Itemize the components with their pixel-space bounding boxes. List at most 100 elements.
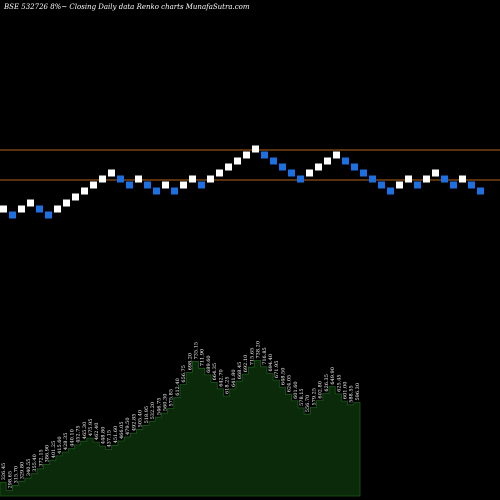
volume-label-52: 602.80 <box>318 381 324 399</box>
renko-brick-19 <box>162 181 169 189</box>
volume-label-47: 624.05 <box>287 375 293 393</box>
renko-brick-48 <box>423 175 430 183</box>
volume-label-26: 546.75 <box>156 398 162 416</box>
volume-label-32: 735.15 <box>194 342 200 360</box>
volume-area <box>0 360 361 497</box>
renko-brick-33 <box>288 169 295 177</box>
volume-label-24: 518.95 <box>144 406 150 424</box>
renko-brick-16 <box>135 175 142 183</box>
renko-brick-14 <box>117 175 124 183</box>
volume-label-54: 649.90 <box>330 367 336 385</box>
volume-label-3: 315.70 <box>14 466 20 484</box>
renko-brick-24 <box>207 175 214 183</box>
renko-brick-45 <box>396 181 403 189</box>
volume-label-39: 668.45 <box>237 362 243 380</box>
renko-brick-9 <box>72 193 79 201</box>
volume-label-14: 465.30 <box>82 422 88 440</box>
volume-label-41: 715.65 <box>249 348 255 366</box>
renko-brick-2 <box>9 211 16 219</box>
renko-brick-23 <box>198 181 205 189</box>
volume-labels: 326.45 298.65 315.70 329.80 340.55 355.40 372.… <box>1 341 361 489</box>
renko-brick-42 <box>369 175 376 183</box>
renko-brick-1 <box>0 205 7 213</box>
renko-brick-43 <box>378 181 385 189</box>
renko-brick-17 <box>144 181 151 189</box>
volume-label-49: 578.15 <box>299 388 305 406</box>
volume-label-10: 415.60 <box>57 436 63 454</box>
renko-brick-54 <box>477 187 484 195</box>
renko-brick-22 <box>189 175 196 183</box>
volume-label-12: 440.10 <box>69 429 75 447</box>
volume-label-36: 642.70 <box>218 369 224 387</box>
renko-brick-21 <box>180 181 187 189</box>
volume-label-20: 466.05 <box>119 422 125 440</box>
renko-brick-31 <box>270 157 277 165</box>
renko-brick-37 <box>324 157 331 165</box>
volume-label-56: 601.00 <box>343 382 349 400</box>
volume-label-55: 625.45 <box>336 374 342 392</box>
renko-brick-30 <box>261 151 268 159</box>
volume-label-16: 462.40 <box>94 423 100 441</box>
volume-label-27: 560.30 <box>163 394 169 412</box>
renko-brick-28 <box>243 151 250 159</box>
volume-label-13: 452.75 <box>76 425 82 443</box>
volume-label-46: 648.50 <box>280 368 286 386</box>
renko-brick-7 <box>54 205 61 213</box>
chart-title: BSE 532726 8%~ Closing Daily data Renko … <box>3 3 250 11</box>
volume-label-37: 618.25 <box>225 377 231 395</box>
renko-brick-5 <box>36 205 43 213</box>
volume-label-38: 641.80 <box>231 370 237 388</box>
renko-brick-27 <box>234 157 241 165</box>
volume-label-11: 428.35 <box>63 433 69 451</box>
volume-label-48: 601.60 <box>293 381 299 399</box>
volume-label-57: 588.55 <box>349 385 355 403</box>
renko-brick-11 <box>90 181 97 189</box>
volume-label-7: 372.15 <box>38 449 44 467</box>
volume-label-35: 664.35 <box>212 363 218 381</box>
renko-bricks <box>0 145 484 219</box>
renko-brick-3 <box>18 205 25 213</box>
volume-label-29: 612.40 <box>175 378 181 396</box>
volume-label-2: 298.65 <box>7 471 13 489</box>
renko-brick-13 <box>108 169 115 177</box>
renko-brick-38 <box>333 151 340 159</box>
volume-label-40: 692.10 <box>243 355 249 373</box>
volume-label-15: 475.95 <box>88 419 94 437</box>
renko-brick-36 <box>315 163 322 171</box>
reference-lines <box>0 149 500 181</box>
renko-brick-53 <box>468 181 475 189</box>
renko-brick-34 <box>297 175 304 183</box>
volume-label-21: 479.50 <box>125 418 131 436</box>
volume-label-8: 386.90 <box>45 445 51 463</box>
volume-label-1: 326.45 <box>1 463 7 481</box>
volume-label-44: 694.40 <box>268 354 274 372</box>
volume-label-9: 401.25 <box>51 441 57 459</box>
volume-profile <box>0 360 361 497</box>
renko-brick-12 <box>99 175 106 183</box>
renko-brick-6 <box>45 211 52 219</box>
renko-brick-25 <box>216 169 223 177</box>
volume-label-4: 329.80 <box>20 462 26 480</box>
renko-brick-41 <box>360 169 367 177</box>
volume-label-45: 671.95 <box>274 361 280 379</box>
volume-label-17: 448.80 <box>100 427 106 445</box>
renko-brick-47 <box>414 181 421 189</box>
renko-brick-52 <box>459 175 466 183</box>
renko-brick-26 <box>225 163 232 171</box>
volume-label-19: 451.60 <box>113 426 119 444</box>
renko-brick-32 <box>279 163 286 171</box>
volume-label-25: 532.20 <box>150 402 156 420</box>
renko-brick-29 <box>252 145 259 153</box>
volume-label-34: 689.60 <box>206 355 212 373</box>
volume-label-5: 340.55 <box>26 459 32 477</box>
renko-brick-50 <box>441 175 448 183</box>
volume-label-30: 656.75 <box>181 365 187 383</box>
renko-brick-20 <box>171 187 178 195</box>
volume-label-33: 711.90 <box>200 349 206 367</box>
volume-label-50: 556.70 <box>305 395 311 413</box>
volume-label-18: 437.15 <box>107 430 113 448</box>
renko-brick-35 <box>306 169 313 177</box>
renko-brick-39 <box>342 157 349 165</box>
volume-label-58: 596.30 <box>355 383 361 401</box>
